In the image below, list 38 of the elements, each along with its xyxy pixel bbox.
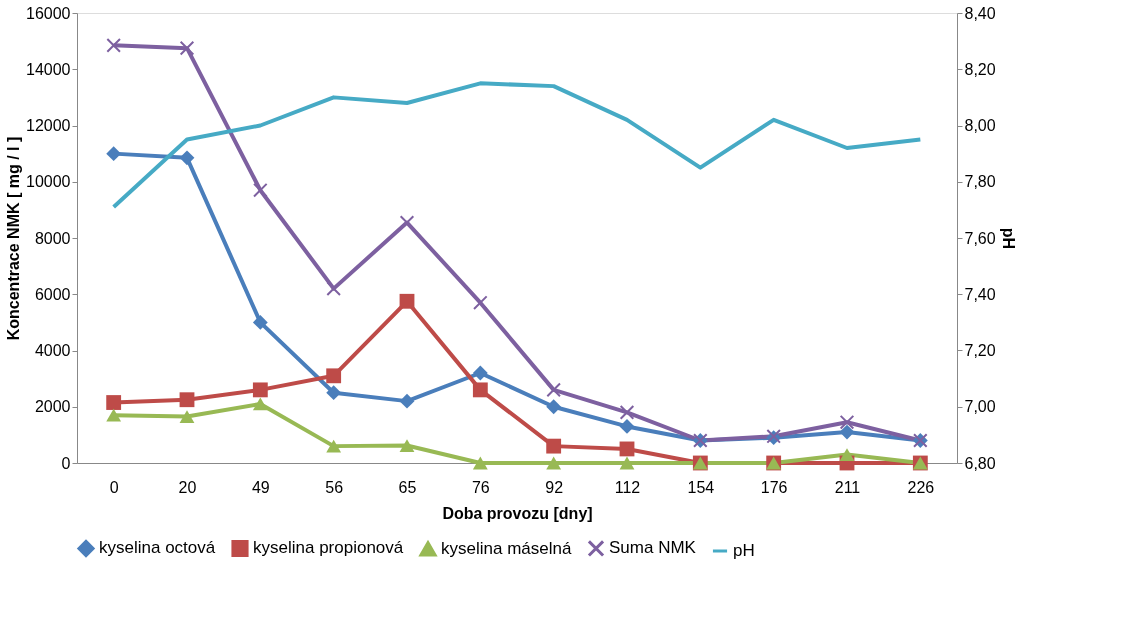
- y2-tick-label: 8,40: [964, 4, 996, 22]
- y2-tick-label: 8,00: [964, 117, 996, 134]
- y-tick-label: 12000: [26, 117, 71, 134]
- legend-label: kyselina octová: [99, 538, 216, 558]
- legend-label: kyselina máselná: [441, 538, 572, 558]
- x-tick-label: 211: [834, 478, 861, 496]
- y2-tick-label: 7,60: [964, 229, 996, 247]
- y2-tick-label: 8,20: [964, 60, 996, 78]
- y-tick-label: 0: [61, 454, 71, 472]
- y-tick-label: 10000: [26, 173, 71, 191]
- legend-label: kyselina propionová: [253, 538, 404, 558]
- x-tick-label: 0: [109, 478, 119, 496]
- y2-tick-label: 7,80: [964, 173, 996, 191]
- y-tick-label: 4000: [34, 342, 71, 359]
- x-tick-label: 20: [178, 478, 197, 496]
- y-tick-label: 2000: [34, 398, 71, 416]
- y-tick-label: 6000: [34, 285, 71, 303]
- x-tick-label: 176: [760, 478, 788, 496]
- x-tick-label: 226: [907, 478, 935, 496]
- y-tick-label: 8000: [34, 229, 71, 247]
- y2-tick-label: 6,80: [964, 454, 996, 472]
- y-tick-label: 16000: [26, 4, 71, 22]
- x-axis-title: Doba provozu [dny]: [442, 504, 593, 522]
- y2-axis-title: pH: [999, 227, 1017, 250]
- x-tick-label: 112: [614, 478, 641, 496]
- y-axis-title: Koncentrace NMK [ mg / l ]: [5, 136, 23, 341]
- x-tick-label: 92: [545, 478, 564, 496]
- y2-tick-label: 7,20: [964, 342, 996, 359]
- y-tick-label: 14000: [26, 60, 71, 78]
- legend-label: Suma NMK: [609, 538, 697, 558]
- y2-tick-label: 7,00: [964, 398, 996, 416]
- x-tick-label: 65: [398, 478, 417, 496]
- x-tick-label: 154: [687, 478, 715, 496]
- x-tick-label: 76: [471, 478, 490, 496]
- x-tick-label: 49: [251, 478, 270, 496]
- x-tick-label: 56: [325, 478, 344, 496]
- y2-tick-label: 7,40: [964, 285, 996, 303]
- legend-label: pH: [733, 541, 755, 560]
